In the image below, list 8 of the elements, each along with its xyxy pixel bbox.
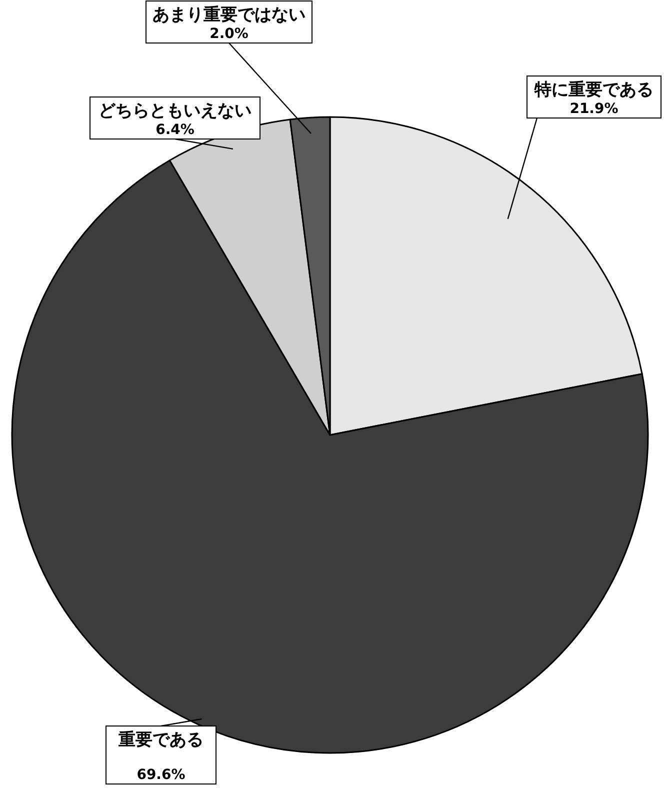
slice-label: あまり重要ではない: [152, 5, 306, 25]
data-label: 69.6%: [136, 767, 186, 783]
slice-label: 特に重要である: [534, 80, 654, 100]
data-label: 2.0%: [210, 26, 248, 42]
data-label: 21.9%: [570, 101, 618, 117]
slice-label: どちらともいえない: [98, 101, 252, 121]
data-label: 6.4%: [156, 122, 194, 138]
slice-label: 重要である: [118, 730, 204, 750]
